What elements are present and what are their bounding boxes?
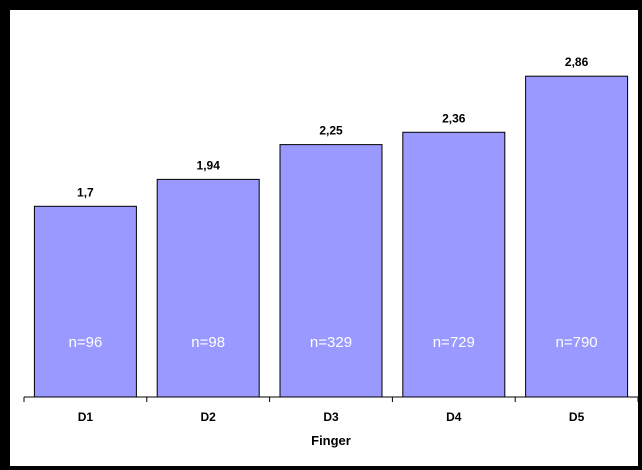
value-label-d4: 2,36	[442, 111, 466, 125]
x-tick-label-d1: D1	[78, 410, 94, 424]
bars-layer	[33, 75, 629, 398]
value-label-d2: 1,94	[197, 158, 221, 172]
x-axis-ticks	[23, 397, 639, 402]
x-tick-label-d4: D4	[446, 410, 462, 424]
bar-d3	[279, 144, 383, 398]
sample-size-label-d1: n=96	[69, 334, 103, 351]
bar-d2	[156, 178, 260, 398]
bar-d4	[402, 131, 506, 398]
value-label-d5: 2,86	[565, 55, 589, 69]
bar-d5	[525, 75, 629, 398]
x-axis-title: Finger	[311, 433, 351, 448]
x-tick-label-d3: D3	[323, 410, 339, 424]
x-tick-label-d2: D2	[201, 410, 217, 424]
sample-size-label-d2: n=98	[191, 334, 225, 351]
value-label-d1: 1,7	[77, 185, 94, 199]
bar-d1	[33, 205, 137, 398]
sample-size-label-d4: n=729	[433, 334, 475, 351]
x-tick-label-d5: D5	[569, 410, 585, 424]
labels-layer: 1,7 n=96 D1 1,94 n=98 D2 2,25 n=329 D3 2,36 n=729 D…	[69, 55, 598, 424]
value-label-d3: 2,25	[319, 124, 343, 138]
sample-size-label-d5: n=790	[556, 334, 598, 351]
sample-size-label-d3: n=329	[310, 334, 352, 351]
